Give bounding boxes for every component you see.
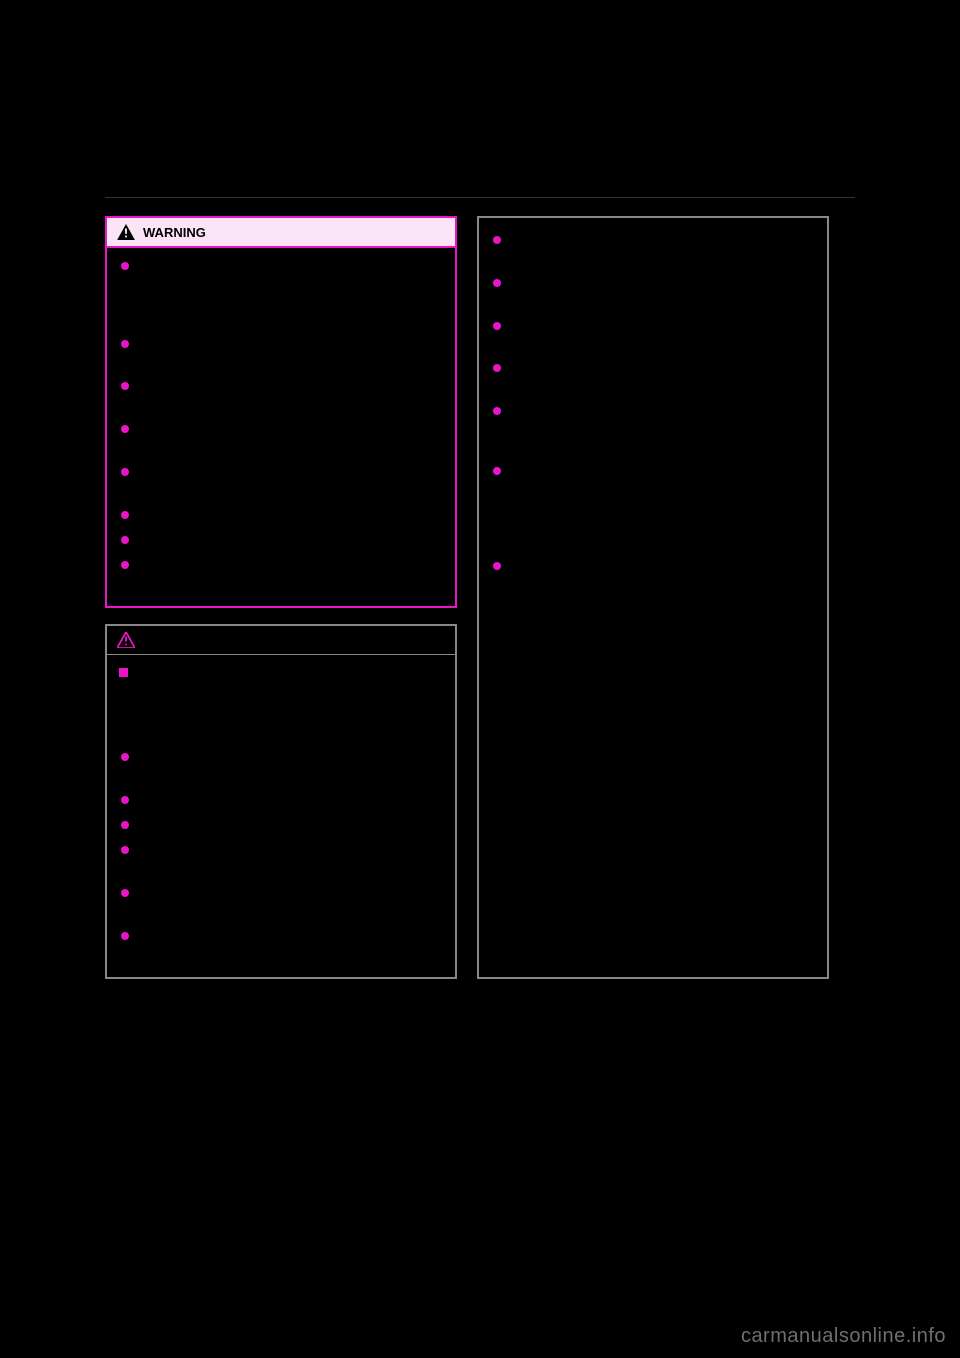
bullet-icon [493,322,501,330]
bullet-icon [121,753,129,761]
list-item: When the preceding vehicle is driving er… [493,403,815,455]
list-item: When the vehicle returns to the center o… [121,464,443,499]
list-item: The hands on detection may also be affec… [121,378,443,413]
bullet-icon [493,279,501,287]
warning-triangle-icon [117,224,135,240]
bullet-icon [121,511,129,519]
list-item: When the vehicle is struck by a crosswin… [493,318,815,353]
list-item: When the preceding vehicle changes lane,… [493,360,815,395]
list-item: When lane lines cannot be recognized, su… [121,928,443,963]
notice-header: NOTICE [107,626,455,655]
list-item: When driving in a construction area or w… [493,232,815,267]
warning-bullet-list: Depending on the road conditions, the dr… [119,258,443,592]
list-item: When there is a preceding vehicle and th… [493,558,815,593]
bullet-icon [121,468,129,476]
notice-intro: In the following situations, the functio… [119,689,443,741]
section-title: 4-5. Using the driving support systems [634,174,855,189]
bullet-icon [121,821,129,829]
content-columns: WARNING Depending on the road conditions… [105,216,855,979]
bullet-icon [121,889,129,897]
bullet-icon [121,382,129,390]
bullet-icon [121,932,129,940]
page-number: 290 [105,170,135,191]
bullet-icon [121,262,129,270]
list-item: When driving on a lane where the road su… [493,275,815,310]
list-item: Depending on the road conditions, the dr… [121,258,443,328]
manual-page: 290 4-5. Using the driving support syste… [105,170,855,979]
warning-header: WARNING [107,218,455,248]
list-item: If the vehicle departs the lane repeated… [121,507,443,524]
watermark: carmanualsonline.info [741,1325,946,1348]
list-item: When beginning to use the functions, if … [121,749,443,784]
list-item: When driving through an area where there… [493,463,815,550]
right-column: When driving in a construction area or w… [477,216,829,979]
bullet-icon [493,467,501,475]
notice-label: NOTICE [143,633,192,648]
square-bullet-icon [119,668,128,677]
bullet-icon [121,536,129,544]
warning-box: WARNING Depending on the road conditions… [105,216,457,608]
notice-triangle-icon [117,632,135,648]
warning-body: Depending on the road conditions, the dr… [107,248,455,606]
bullet-icon [493,407,501,415]
list-item: If the warning buzzer is difficult to he… [121,557,443,592]
list-item: When driving where lane width is narrow … [121,817,443,834]
bullet-icon [121,340,129,348]
notice-box-left: NOTICE Situations in which the functions… [105,624,457,978]
left-column: WARNING Depending on the road conditions… [105,216,457,979]
page-header: 290 4-5. Using the driving support syste… [105,170,855,198]
notice-box-right: When driving in a construction area or w… [477,216,829,979]
bullet-icon [121,425,129,433]
list-item: When the steering wheel is operated quic… [121,792,443,809]
warning-label: WARNING [143,225,206,240]
bullet-icon [493,236,501,244]
bullet-icon [493,562,501,570]
bullet-icon [493,364,501,372]
bullet-icon [121,561,129,569]
bullet-icon [121,796,129,804]
notice-body-left: Situations in which the functions may no… [107,655,455,976]
bullet-icon [121,846,129,854]
list-item: If the vehicle continues driving on the … [121,532,443,549]
notice-subheading: Situations in which the functions may no… [119,665,443,682]
notice-body-right: When driving in a construction area or w… [479,218,827,607]
list-item: If the system determines that the vehicl… [121,421,443,456]
list-item: When driving through an area with no lan… [121,885,443,920]
notice-bullet-list-right: When driving in a construction area or w… [491,232,815,593]
notice-subheading-text: Situations in which the functions may no… [134,665,442,682]
list-item: When the LTA system is operating, if the… [121,336,443,371]
notice-bullet-list-left: When beginning to use the functions, if … [119,749,443,963]
list-item: If the windshield is dirty, fogged up, c… [121,842,443,877]
